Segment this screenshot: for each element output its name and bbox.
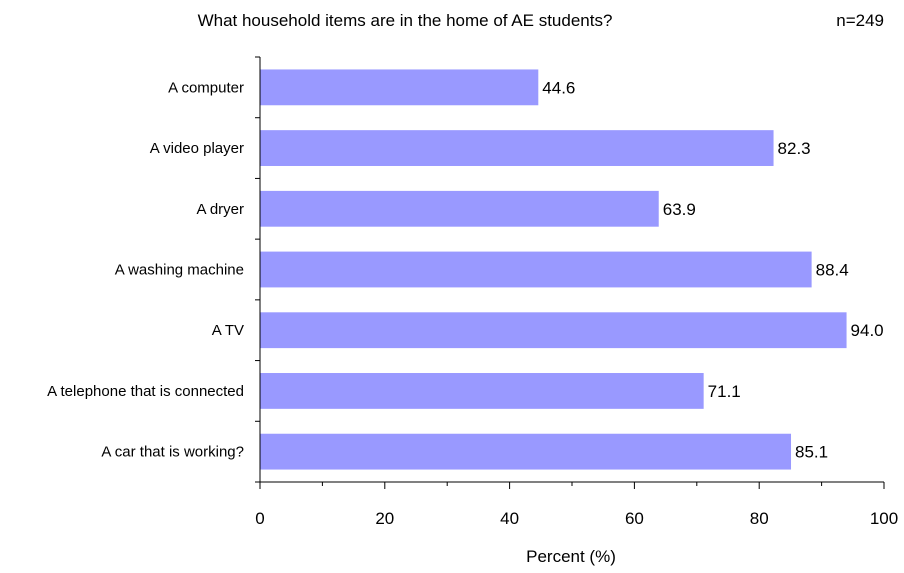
data-label: 88.4 (816, 261, 849, 280)
data-label: 82.3 (778, 139, 811, 158)
bar (260, 190, 659, 227)
category-label: A telephone that is connected (47, 383, 244, 400)
x-tick-label: 20 (375, 509, 394, 528)
category-label: A computer (168, 79, 244, 96)
x-tick-label: 40 (500, 509, 519, 528)
x-axis-title: Percent (%) (526, 547, 616, 566)
x-tick-label: 60 (625, 509, 644, 528)
data-label: 85.1 (795, 443, 828, 462)
plot-area: A computer 44.6 A video player 82.3 A dryer 6… (47, 56, 898, 528)
x-tick-label: 0 (255, 509, 264, 528)
category-label: A car that is working? (101, 444, 244, 461)
x-tick-label: 100 (870, 509, 898, 528)
category-label: A video player (150, 140, 244, 157)
bar (260, 69, 539, 106)
sample-size-label: n=249 (836, 11, 884, 30)
x-tick-label: 80 (750, 509, 769, 528)
chart-title: What household items are in the home of … (198, 11, 613, 30)
bar (260, 251, 812, 288)
category-label: A washing machine (115, 262, 244, 279)
bar (260, 130, 774, 166)
category-label: A TV (212, 322, 244, 339)
category-label: A dryer (196, 201, 244, 218)
data-label: 63.9 (663, 200, 696, 219)
data-label: 71.1 (708, 382, 741, 401)
data-label: 44.6 (542, 78, 575, 97)
bar (260, 433, 792, 470)
bar (260, 312, 847, 349)
data-label: 94.0 (851, 321, 884, 340)
bar (260, 373, 704, 409)
